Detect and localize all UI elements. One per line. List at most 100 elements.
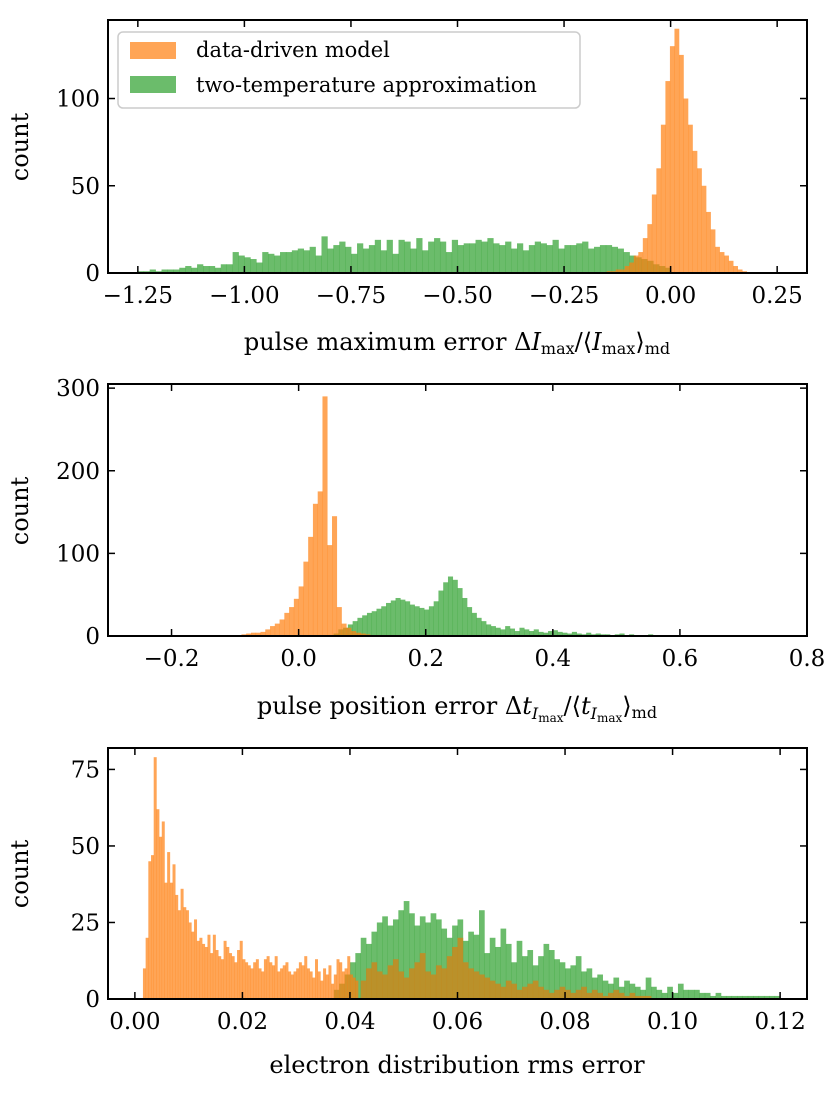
- bar-data-driven-model: [247, 965, 251, 999]
- bar-data-driven-model: [237, 950, 241, 999]
- bar-data-driven-model: [153, 757, 157, 999]
- bar-data-driven-model: [284, 612, 290, 636]
- bar-two-temperature-approximation: [366, 612, 373, 636]
- bar-two-temperature-approximation: [576, 243, 583, 273]
- bar-two-temperature-approximation: [457, 245, 464, 273]
- bar-two-temperature-approximation: [519, 627, 525, 636]
- bar-two-temperature-approximation: [428, 606, 434, 636]
- bar-data-driven-model: [215, 950, 219, 999]
- bar-two-temperature-approximation: [704, 992, 711, 999]
- bar-data-driven-model: [344, 968, 348, 999]
- bar-data-driven-model: [715, 246, 720, 273]
- bar-data-driven-model: [282, 965, 286, 999]
- bar-two-temperature-approximation: [487, 238, 494, 273]
- bar-two-temperature-approximation: [392, 253, 399, 273]
- bar-data-driven-model: [194, 919, 198, 999]
- bar-two-temperature-approximation: [333, 245, 340, 273]
- bar-two-temperature-approximation: [452, 579, 458, 636]
- bar-data-driven-model: [145, 937, 149, 999]
- bar-overlap: [548, 992, 555, 999]
- bar-data-driven-model: [226, 946, 230, 999]
- bar-overlap: [575, 989, 582, 999]
- bar-data-driven-model: [285, 962, 289, 999]
- bar-two-temperature-approximation: [185, 266, 192, 273]
- bar-overlap: [414, 962, 421, 999]
- bar-two-temperature-approximation: [570, 965, 577, 999]
- bar-two-temperature-approximation: [481, 241, 488, 273]
- bar-two-temperature-approximation: [232, 252, 239, 273]
- x-tick-label: −1.00: [209, 283, 279, 309]
- bar-data-driven-model: [320, 980, 324, 999]
- bar-two-temperature-approximation: [376, 922, 383, 999]
- bar-data-driven-model: [266, 956, 270, 999]
- histogram-bars: [241, 396, 668, 636]
- bar-overlap: [425, 971, 431, 999]
- bar-two-temperature-approximation: [409, 913, 415, 999]
- bar-data-driven-model: [688, 124, 693, 273]
- bar-two-temperature-approximation: [419, 607, 425, 636]
- bar-overlap: [608, 992, 614, 999]
- bar-two-temperature-approximation: [374, 239, 382, 273]
- bar-overlap: [500, 986, 507, 999]
- bar-two-temperature-approximation: [500, 928, 507, 999]
- bar-overlap: [462, 962, 469, 999]
- x-tick-label: 0.02: [217, 1009, 268, 1035]
- bar-data-driven-model: [183, 907, 187, 999]
- bar-two-temperature-approximation: [468, 931, 474, 999]
- bar-two-temperature-approximation: [571, 631, 577, 636]
- bar-data-driven-model: [202, 943, 206, 999]
- bar-two-temperature-approximation: [505, 943, 512, 999]
- bar-data-driven-model: [159, 836, 163, 999]
- bar-data-driven-model: [306, 968, 310, 999]
- bar-data-driven-model: [701, 185, 707, 273]
- bar-data-driven-model: [169, 882, 173, 999]
- bar-two-temperature-approximation: [538, 631, 544, 636]
- bar-two-temperature-approximation: [575, 956, 582, 999]
- bar-two-temperature-approximation: [451, 239, 459, 273]
- x-tick-label: −0.25: [529, 283, 599, 309]
- bar-data-driven-model: [269, 962, 273, 999]
- legend: data-driven model two-temperature approx…: [117, 31, 581, 109]
- bar-two-temperature-approximation: [447, 576, 454, 636]
- bar-two-temperature-approximation: [640, 989, 646, 999]
- bar-overlap: [634, 995, 641, 999]
- x-tick-label: 0.10: [647, 1009, 698, 1035]
- bar-two-temperature-approximation: [362, 248, 370, 273]
- bar-data-driven-model: [309, 971, 313, 999]
- bar-two-temperature-approximation: [605, 245, 613, 273]
- bar-data-driven-model: [231, 956, 235, 999]
- bar-data-driven-model: [265, 629, 271, 636]
- bar-two-temperature-approximation: [715, 992, 722, 999]
- bar-overlap: [559, 986, 566, 999]
- bar-data-driven-model: [164, 882, 168, 999]
- bar-two-temperature-approximation: [479, 910, 485, 999]
- bar-two-temperature-approximation: [339, 241, 346, 273]
- bar-two-temperature-approximation: [345, 246, 352, 273]
- x-tick-label: −0.75: [316, 283, 386, 309]
- bar-two-temperature-approximation: [438, 590, 444, 636]
- bar-overlap: [511, 983, 517, 999]
- bar-data-driven-model: [258, 968, 262, 999]
- bar-two-temperature-approximation: [382, 916, 388, 999]
- bar-data-driven-model: [651, 194, 657, 273]
- bar-two-temperature-approximation: [623, 252, 630, 273]
- bar-data-driven-model: [336, 959, 340, 999]
- bar-two-temperature-approximation: [683, 989, 690, 999]
- bar-two-temperature-approximation: [720, 995, 727, 999]
- bar-two-temperature-approximation: [285, 252, 293, 273]
- bar-data-driven-model: [289, 607, 295, 636]
- bar-overlap: [452, 946, 458, 999]
- bar-data-driven-model: [218, 956, 222, 999]
- bar-data-driven-model: [355, 632, 361, 636]
- bar-two-temperature-approximation: [588, 248, 595, 273]
- bar-data-driven-model: [642, 238, 648, 273]
- bar-overlap: [565, 989, 571, 999]
- bar-overlap: [366, 968, 372, 999]
- bar-two-temperature-approximation: [586, 968, 593, 999]
- bar-data-driven-model: [615, 269, 621, 273]
- bar-two-temperature-approximation: [197, 264, 204, 273]
- bar-overlap: [618, 992, 625, 999]
- bar-two-temperature-approximation: [390, 600, 396, 636]
- bar-two-temperature-approximation: [445, 252, 453, 273]
- bar-overlap: [457, 937, 464, 999]
